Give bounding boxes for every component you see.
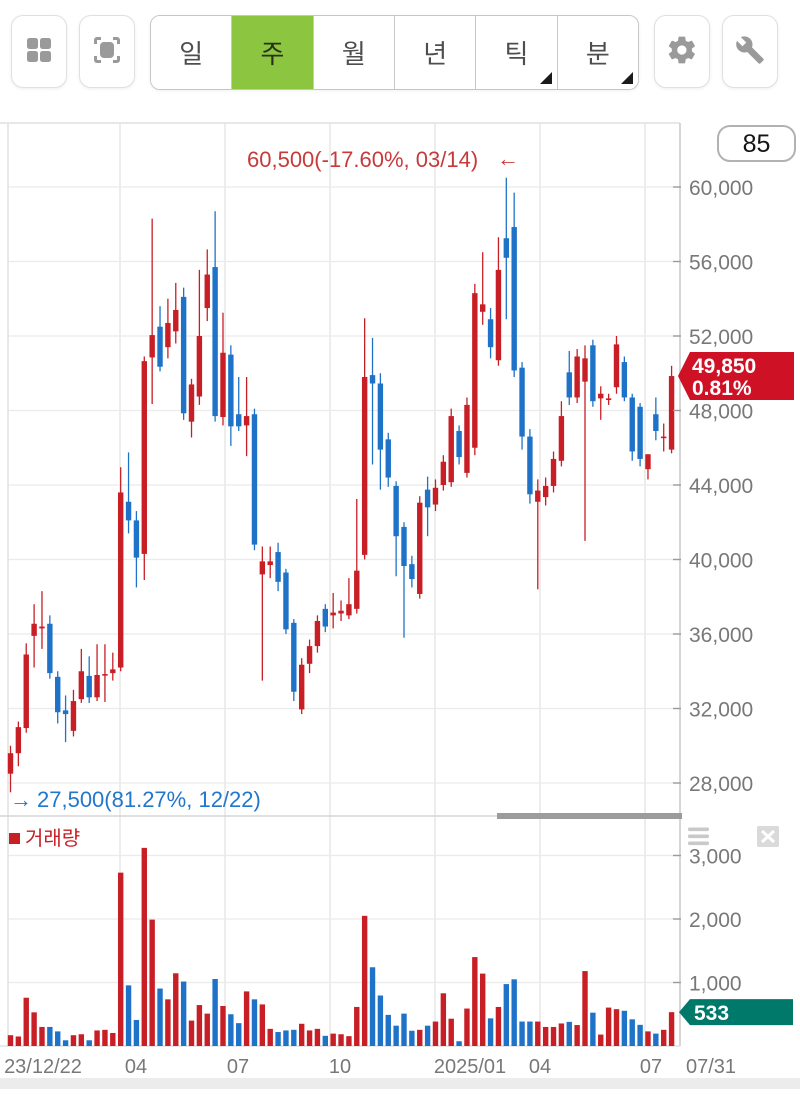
tab-label: 틱	[504, 39, 529, 69]
submenu-triangle-icon	[539, 72, 552, 84]
pane-menu-icon[interactable]	[688, 827, 709, 846]
price-axis-label: 52,000	[689, 326, 753, 349]
pane-close-icon[interactable]	[757, 826, 779, 847]
pane-divider-handle[interactable]	[497, 813, 682, 819]
x-axis-label: 2025/01	[434, 1056, 506, 1078]
max-price-annotation: 60,500(-17.60%, 03/14) ←	[247, 146, 519, 172]
grid-icon	[24, 35, 54, 68]
period-tab-day[interactable]: 일	[151, 16, 233, 89]
volume-legend: 거래량	[9, 827, 80, 850]
price-axis-label: 36,000	[689, 624, 753, 647]
price-axis-label: 32,000	[689, 699, 753, 722]
x-axis-label: 07	[227, 1056, 249, 1078]
current-volume-badge: 533	[679, 999, 793, 1026]
period-tab-minute[interactable]: 분	[557, 16, 638, 89]
tab-label: 주	[260, 39, 285, 69]
settings-button[interactable]	[654, 15, 710, 88]
price-axis-label: 56,000	[689, 252, 753, 275]
x-axis-label: 07/31	[686, 1056, 736, 1078]
stock-chart-svg: 60,000 56,000 52,000 48,000 44,000 40,000 36,0…	[0, 122, 800, 1089]
min-price-annotation: → 27,500(81.27%, 12/22)	[10, 787, 261, 812]
left-arrow-icon: ←	[497, 146, 519, 171]
legend-marker-icon	[9, 833, 20, 844]
toolbar: 일 주 월 년 틱 분	[0, 15, 800, 90]
tools-button[interactable]	[722, 15, 778, 88]
x-axis-label: 10	[329, 1056, 351, 1078]
tab-label: 분	[585, 39, 610, 69]
focus-icon	[91, 34, 123, 69]
bottom-strip	[0, 1078, 800, 1089]
right-arrow-icon: →	[10, 787, 32, 812]
svg-text:85: 85	[743, 130, 771, 158]
volume-series	[7, 847, 675, 1046]
period-tab-week[interactable]: 주	[232, 16, 314, 89]
x-axis-label: 04	[529, 1056, 551, 1078]
candle-count-box[interactable]: 85	[717, 125, 796, 162]
tab-label: 년	[423, 39, 448, 69]
volume-axis-label: 2,000	[689, 909, 742, 932]
submenu-triangle-icon	[620, 72, 633, 84]
period-tab-group: 일 주 월 년 틱 분	[150, 15, 639, 90]
wrench-icon	[735, 35, 765, 68]
volume-axis-label: 3,000	[689, 846, 742, 869]
price-axis-label: 28,000	[689, 773, 753, 796]
svg-text:49,850: 49,850	[692, 355, 756, 378]
price-axis-label: 40,000	[689, 550, 753, 573]
x-axis-label: 07	[640, 1056, 662, 1078]
period-tab-year[interactable]: 년	[394, 16, 477, 89]
fullscreen-button[interactable]	[79, 15, 135, 88]
svg-text:거래량: 거래량	[25, 827, 80, 850]
chart-canvas[interactable]: 60,000 56,000 52,000 48,000 44,000 40,000 36,0…	[0, 100, 800, 1089]
tab-label: 월	[341, 39, 366, 69]
price-axis-label: 44,000	[689, 475, 753, 498]
price-axis-label: 48,000	[689, 401, 753, 424]
svg-text:27,500(81.27%, 12/22): 27,500(81.27%, 12/22)	[37, 787, 261, 812]
svg-text:533: 533	[694, 1002, 729, 1025]
x-axis-label: 04	[125, 1056, 147, 1078]
period-tab-tick[interactable]: 틱	[476, 16, 558, 89]
candlestick-series	[7, 177, 675, 793]
svg-text:0.81%: 0.81%	[692, 377, 752, 400]
x-axis-label: 23/12/22	[4, 1056, 82, 1078]
volume-axis-label: 1,000	[689, 973, 742, 996]
tab-label: 일	[179, 39, 204, 69]
svg-text:60,500(-17.60%, 03/14): 60,500(-17.60%, 03/14)	[247, 147, 478, 172]
price-axis-label: 60,000	[689, 177, 753, 200]
period-tab-month[interactable]: 월	[313, 16, 395, 89]
layout-grid-button[interactable]	[11, 15, 67, 88]
gear-icon	[666, 34, 698, 69]
